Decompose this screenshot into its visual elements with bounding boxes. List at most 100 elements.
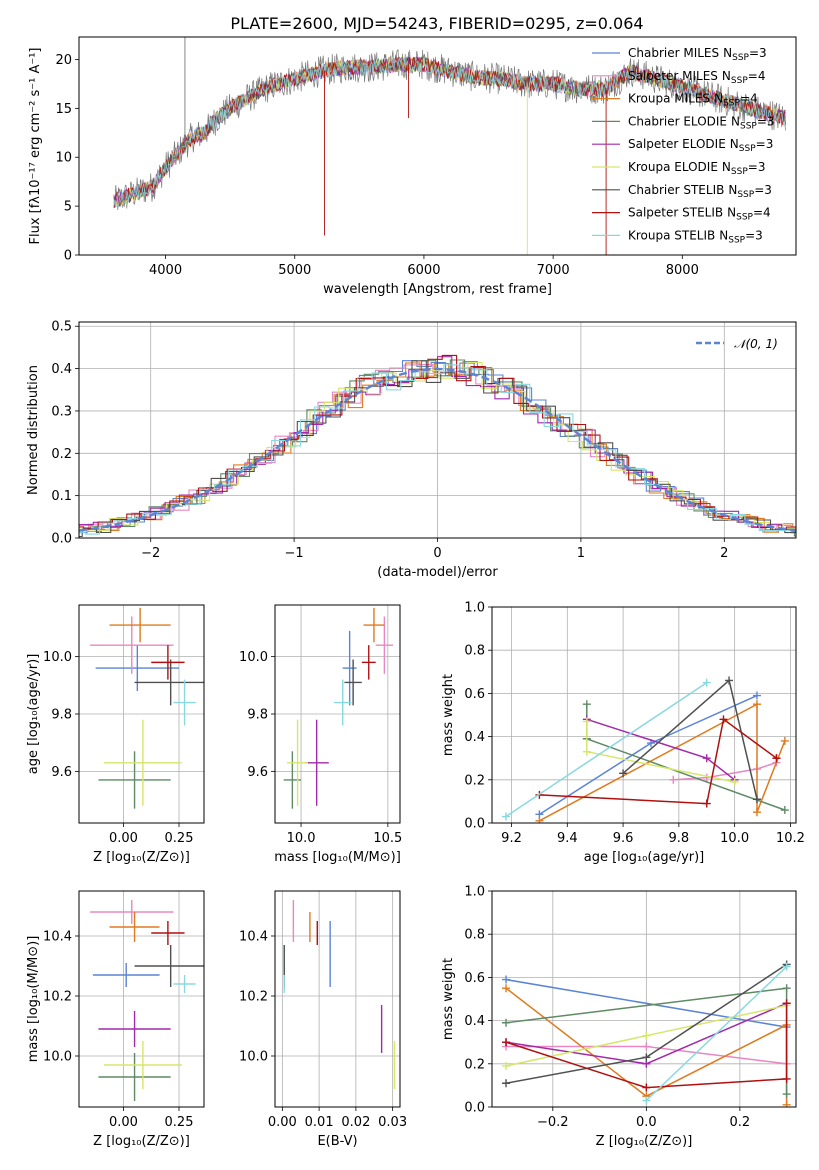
y-tick-label: 9.6 [247,765,268,780]
x-tick-label: −1 [285,546,304,561]
x-tick-label: 0.00 [109,831,138,846]
plot-area [113,37,787,255]
y-tick-label: 15 [55,102,72,117]
mass-vs-extinction-panel: 0.00 0.01 0.02 0.03 10.0 10.2 10.4 E(B-V) [239,890,407,1149]
legend-nssp-value: 3 [755,228,763,242]
legend-model-name: Salpeter STELIB [628,206,723,220]
legend-nssp-value: 4 [763,206,771,220]
x-axis-label: E(B-V) [317,1134,357,1149]
x-tick-label: 9.2 [501,831,522,846]
mass-weight-marker [702,754,711,763]
y-tick-label: 0 [64,249,72,264]
legend-label: Salpeter ELODIE NSSP=3 [628,137,773,154]
mass-weight-marker [642,1053,651,1062]
plot-area [90,900,204,1101]
mass-weight-series-line [539,717,777,805]
legend-n: N [722,69,731,83]
legend-eq: = [748,160,758,174]
age-vs-metallicity-panel: 0.00 0.25 9.6 9.8 10.0 Z [log₁₀(Z/Z⊙)] age [lo… [26,604,205,865]
x-axis-label: Z [log₁₀(Z/Z⊙)] [93,850,190,865]
mass-weight-marker [702,678,711,687]
legend-n: N [719,228,728,242]
legend-ssp-sub: SSP [732,53,749,63]
y-tick-label: 10.0 [239,1050,268,1065]
legend-nssp-value: 4 [758,69,766,83]
x-tick-label: 0.25 [165,831,194,846]
x-tick-label: 9.8 [669,831,690,846]
legend-nssp-value: 3 [766,137,774,151]
mass-weight-series-line [673,761,777,781]
legend-eq: = [756,137,766,151]
mass-weight-marker [502,984,511,993]
y-axis-label: Flux [fλ10⁻¹⁷ erg cm⁻² s⁻¹ A⁻¹] [28,48,43,245]
x-tick-label: 0.0 [636,1115,657,1130]
plot-area [283,900,396,1089]
x-tick-label: 8000 [666,263,699,278]
mass-weight-marker [782,962,791,971]
x-tick-label: 0.01 [305,1115,334,1130]
mass-weight-marker [501,812,510,821]
legend-nssp-value: 3 [767,114,775,128]
y-tick-label: 10 [55,151,72,166]
x-tick-label: 10.2 [776,831,805,846]
y-tick-label: 10.0 [43,1050,72,1065]
axes-frame [78,890,205,1108]
y-tick-label: 10.0 [43,650,72,665]
y-tick-label: 0.5 [51,320,72,335]
x-axis-label: wavelength [Angstrom, rest frame] [323,282,552,297]
mass-weight-vs-metallicity-panel: −0.2 0.0 0.2 0.0 0.2 0.4 0.6 0.8 1.0 Z [log₁₀(Z/Z… [441,885,797,1149]
mass-weight-marker [642,1031,651,1040]
x-tick-label: −0.2 [537,1115,569,1130]
legend-ssp-sub: SSP [723,99,740,109]
legend-n: N [722,160,731,174]
legend-model-name: Kroupa MILES [628,92,710,106]
legend-eq: = [748,69,758,83]
x-tick-label: 0.03 [378,1115,407,1130]
mass-weight-series-line [645,966,788,1102]
mass-weight-marker [582,747,591,756]
y-axis-label: mass weight [441,958,456,1040]
legend-n: N [730,137,739,151]
legend-label: Chabrier STELIB NSSP=3 [628,183,772,200]
residual-histogram-step [79,359,796,537]
y-tick-label: 9.8 [247,708,268,723]
y-tick-label: 20 [55,53,72,68]
x-axis-label: mass [log₁₀(M/M⊙)] [274,850,401,865]
mass-weight-marker [642,1042,651,1051]
y-tick-label: 10.2 [239,990,268,1005]
age-vs-mass-panel: 10.0 10.5 9.6 9.8 10.0 mass [log₁₀(M/M⊙)] [239,604,402,865]
y-axis-label: age [log₁₀(age/yr)] [26,654,41,775]
x-tick-label: 5000 [278,263,311,278]
mass-weight-marker [502,1061,511,1070]
legend-n: N [731,114,740,128]
y-tick-label: 0.3 [51,404,72,419]
mass-weight-marker [582,717,591,726]
y-tick-label: 0.0 [464,1101,485,1116]
mass-weight-marker [752,691,761,700]
legend-eq: = [745,228,755,242]
mass-vs-metallicity-panel: 0.00 0.25 10.0 10.2 10.4 Z [log₁₀(Z/Z⊙)] mass … [26,890,205,1149]
x-tick-label: 10.0 [287,831,316,846]
x-tick-label: 7000 [537,263,570,278]
y-tick-label: 1.0 [464,601,485,616]
legend-label: Kroupa STELIB NSSP=3 [628,228,763,245]
legend-ssp-sub: SSP [737,190,754,200]
y-tick-label: 0.6 [464,971,485,986]
mass-weight-marker [502,1018,511,1027]
y-tick-label: 10.0 [239,650,268,665]
mass-weight-marker [782,1074,791,1083]
mass-weight-marker [619,769,628,778]
y-tick-label: 0.8 [464,644,485,659]
residual-histogram-step [79,360,796,538]
legend-model-name: Kroupa ELODIE [628,160,718,174]
legend-ssp-sub: SSP [739,144,756,154]
y-tick-label: 0.8 [464,928,485,943]
y-axis-label: Normed distribution [26,365,41,495]
mass-weight-marker [752,700,761,709]
x-tick-label: 9.6 [613,831,634,846]
x-tick-label: 0.00 [268,1115,297,1130]
y-tick-label: 10.4 [239,930,268,945]
x-axis-label: Z [log₁₀(Z/Z⊙)] [93,1134,190,1149]
legend-ssp-sub: SSP [731,76,748,86]
legend-eq: = [749,46,759,60]
